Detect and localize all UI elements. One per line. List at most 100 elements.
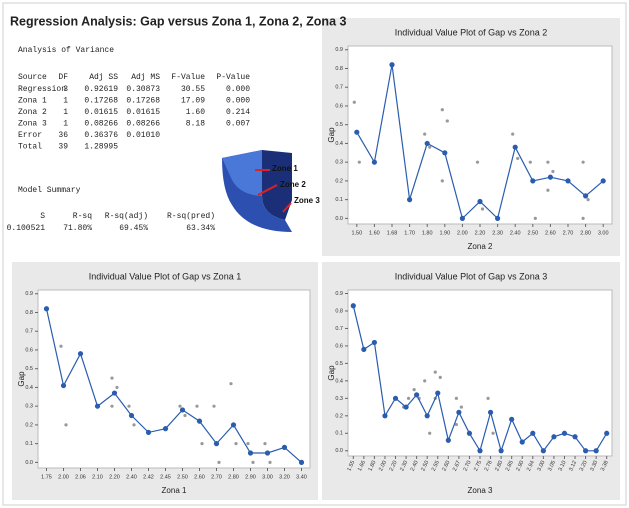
- anova-cell: 0.08266: [126, 120, 160, 129]
- x-tick-label: 2.40: [126, 474, 137, 480]
- mean-point: [561, 430, 568, 436]
- x-tick-label: 1.68: [387, 230, 398, 236]
- mean-point: [392, 395, 399, 401]
- mean-point: [512, 144, 518, 150]
- y-tick-label: 0.8: [335, 66, 343, 72]
- mean-point: [145, 429, 152, 435]
- mean-point: [298, 459, 305, 465]
- individual-point: [533, 216, 537, 220]
- mean-point: [128, 412, 135, 419]
- mean-point: [540, 448, 546, 454]
- mean-point: [281, 444, 288, 450]
- individual-point: [183, 413, 187, 418]
- anova-column: DF: [58, 73, 68, 82]
- anova-cell: 0.17268: [126, 97, 160, 106]
- x-tick-label: 2.20: [475, 230, 486, 236]
- y-tick-label: 0.3: [335, 160, 343, 166]
- individual-point: [64, 423, 68, 427]
- summary-heading: Model Summary: [18, 186, 81, 195]
- y-tick-label: 0.9: [25, 291, 33, 297]
- mean-point: [442, 150, 448, 156]
- regression-title: Regression Analysis: Gap versus Zona 1, …: [10, 14, 346, 28]
- x-tick-label: 2.10: [92, 474, 103, 480]
- mean-point: [179, 407, 186, 413]
- y-tick-label: 0.2: [25, 422, 33, 428]
- individual-point: [352, 100, 356, 104]
- x-tick-label: 2.06: [75, 474, 86, 480]
- mean-point: [424, 140, 430, 147]
- mean-point: [459, 215, 465, 221]
- mean-point: [230, 422, 237, 428]
- mean-point: [77, 351, 84, 357]
- x-tick-label: 2.00: [457, 230, 468, 236]
- mean-point: [264, 450, 271, 456]
- anova-cell: 0.000: [226, 85, 250, 94]
- anova-cell: 36: [58, 131, 68, 140]
- individual-point: [234, 442, 238, 446]
- summary-column: R-sq: [73, 212, 92, 221]
- x-tick-label: 3.12: [568, 460, 578, 472]
- mean-line: [45, 308, 302, 463]
- individual-point: [268, 460, 272, 464]
- mean-point: [509, 416, 515, 422]
- y-tick-label: 0.6: [335, 103, 343, 109]
- mean-point: [371, 339, 377, 346]
- x-axis-label: Zona 3: [468, 486, 493, 495]
- mean-point: [196, 418, 203, 424]
- mean-point: [583, 448, 589, 454]
- x-tick-label: 1.70: [404, 230, 415, 236]
- plot-area: [347, 45, 613, 225]
- x-tick-label: 2.80: [580, 230, 591, 236]
- y-tick-label: 0.5: [25, 366, 33, 372]
- individual-point: [357, 160, 361, 164]
- mean-point: [604, 430, 610, 436]
- individual-point: [110, 376, 114, 380]
- mean-point: [162, 426, 169, 432]
- individual-point: [516, 156, 520, 161]
- individual-point: [212, 404, 216, 408]
- anova-heading: Analysis of Variance: [18, 46, 114, 55]
- x-tick-label: 1.55: [346, 460, 356, 472]
- anova-cell: 1: [63, 97, 68, 106]
- chart-title: Individual Value Plot of Gap vs Zona 1: [89, 271, 241, 281]
- x-tick-label: 2.60: [545, 230, 556, 236]
- anova-column: Adj MS: [131, 73, 160, 82]
- individual-point: [195, 404, 199, 408]
- anova-cell: 0.01010: [126, 131, 160, 140]
- individual-point: [110, 404, 114, 408]
- y-tick-label: 0.1: [335, 197, 343, 203]
- anova-column: Adj SS: [89, 73, 118, 82]
- mean-point: [477, 198, 483, 205]
- x-tick-label: 2.40: [510, 230, 521, 236]
- y-tick-label: 0.5: [335, 361, 343, 367]
- x-tick-label: 2.90: [245, 474, 256, 480]
- mean-point: [247, 450, 254, 456]
- anova-cell: 0.08266: [84, 120, 118, 129]
- y-tick-label: 0.0: [25, 460, 33, 466]
- y-tick-label: 0.1: [25, 441, 33, 447]
- y-tick-label: 0.4: [25, 385, 33, 391]
- y-tick-label: 0.2: [335, 178, 343, 184]
- individual-point: [428, 431, 432, 435]
- mean-point: [583, 193, 589, 199]
- anova-cell: 0.17268: [84, 97, 118, 106]
- anova-cell: Zona 3: [18, 120, 47, 129]
- x-tick-label: 2.75: [473, 460, 483, 472]
- mean-point: [466, 430, 473, 436]
- anova-cell: 39: [58, 143, 68, 152]
- mean-point: [60, 382, 67, 389]
- x-tick-label: 2.80: [228, 474, 239, 480]
- anova-cell: 0.214: [226, 108, 250, 117]
- mean-point: [572, 434, 578, 440]
- summary-column: S: [40, 212, 45, 221]
- anova-column: F-Value: [171, 73, 205, 82]
- x-tick-label: 2.60: [194, 474, 205, 480]
- mean-point: [551, 434, 557, 440]
- x-tick-label: 1.80: [368, 460, 378, 472]
- mean-point: [43, 306, 50, 312]
- x-tick-label: 2.80: [494, 460, 504, 472]
- zone-label: Zone 2: [280, 180, 306, 189]
- x-tick-label: 3.40: [296, 474, 307, 480]
- y-tick-label: 0.5: [335, 122, 343, 128]
